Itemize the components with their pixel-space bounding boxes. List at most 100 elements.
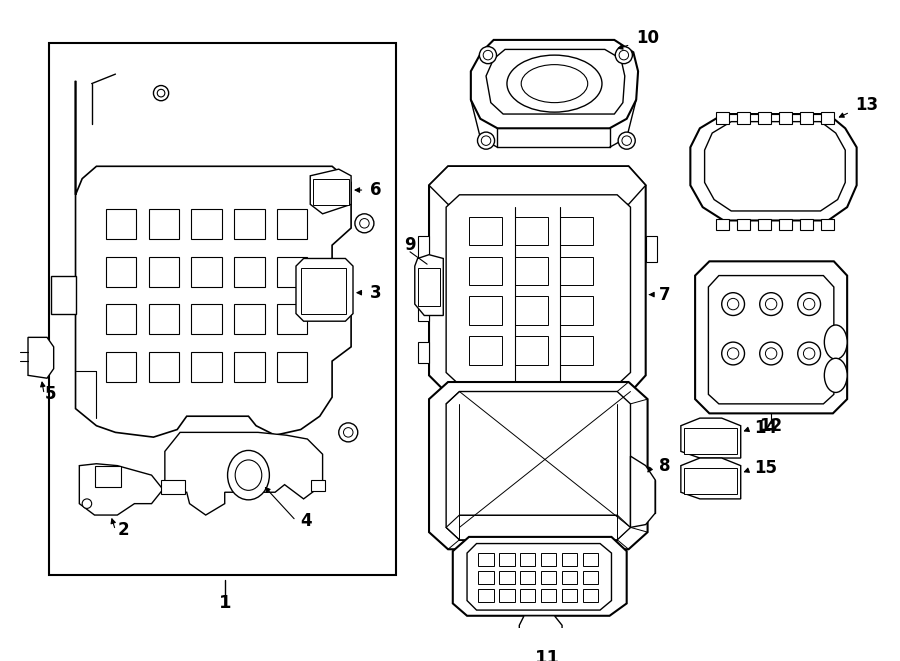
Polygon shape xyxy=(453,537,626,616)
Polygon shape xyxy=(705,122,845,211)
Bar xyxy=(234,352,265,382)
Bar xyxy=(234,256,265,287)
Text: 13: 13 xyxy=(855,96,878,114)
Bar xyxy=(737,112,751,124)
Bar xyxy=(716,112,729,124)
Bar xyxy=(192,304,222,334)
Bar xyxy=(277,352,308,382)
Bar xyxy=(645,236,657,262)
Ellipse shape xyxy=(483,50,492,60)
Bar xyxy=(469,256,502,285)
Polygon shape xyxy=(471,40,638,128)
Text: 12: 12 xyxy=(760,416,783,435)
Bar xyxy=(515,217,548,245)
Polygon shape xyxy=(446,515,631,540)
Ellipse shape xyxy=(618,132,635,149)
Bar xyxy=(583,553,599,566)
Ellipse shape xyxy=(619,50,628,60)
Bar xyxy=(459,382,481,399)
Polygon shape xyxy=(50,276,76,313)
Bar xyxy=(234,209,265,239)
Polygon shape xyxy=(429,167,645,395)
Text: 4: 4 xyxy=(301,512,312,529)
Polygon shape xyxy=(429,382,648,549)
Bar xyxy=(469,336,502,365)
Bar xyxy=(418,295,429,321)
Bar xyxy=(821,219,833,230)
Bar xyxy=(553,382,573,399)
Bar xyxy=(148,352,179,382)
Bar xyxy=(148,256,179,287)
Bar xyxy=(479,589,493,602)
Text: 7: 7 xyxy=(659,286,670,303)
Bar xyxy=(758,112,771,124)
Bar xyxy=(562,589,577,602)
Polygon shape xyxy=(680,418,741,458)
Bar xyxy=(234,304,265,334)
Text: 10: 10 xyxy=(636,29,659,47)
Ellipse shape xyxy=(797,293,821,315)
Polygon shape xyxy=(79,464,163,515)
Bar xyxy=(505,382,526,399)
Text: 2: 2 xyxy=(117,522,129,539)
Ellipse shape xyxy=(616,46,633,63)
Bar xyxy=(560,256,593,285)
Bar xyxy=(758,219,771,230)
Text: 3: 3 xyxy=(370,284,382,301)
Bar xyxy=(562,553,577,566)
Ellipse shape xyxy=(765,348,777,359)
Bar xyxy=(515,297,548,325)
Ellipse shape xyxy=(153,85,168,100)
Bar xyxy=(821,112,833,124)
Bar xyxy=(106,256,136,287)
Text: 5: 5 xyxy=(45,385,57,403)
Ellipse shape xyxy=(482,136,490,145)
Bar xyxy=(515,256,548,285)
Bar xyxy=(778,219,792,230)
Bar xyxy=(277,304,308,334)
Polygon shape xyxy=(695,261,847,413)
Polygon shape xyxy=(708,276,833,404)
Polygon shape xyxy=(429,167,645,204)
Polygon shape xyxy=(680,458,741,499)
Text: 15: 15 xyxy=(754,459,777,477)
Ellipse shape xyxy=(355,214,374,233)
Text: 9: 9 xyxy=(404,236,416,254)
Polygon shape xyxy=(415,254,444,315)
Bar xyxy=(106,352,136,382)
Ellipse shape xyxy=(507,55,602,112)
Bar xyxy=(560,336,593,365)
Ellipse shape xyxy=(824,325,847,359)
Bar xyxy=(479,571,493,584)
Ellipse shape xyxy=(228,450,269,500)
Bar xyxy=(277,256,308,287)
Ellipse shape xyxy=(158,89,165,97)
Text: 11: 11 xyxy=(536,648,561,661)
Bar xyxy=(49,43,396,575)
Bar xyxy=(418,236,429,262)
Bar xyxy=(684,467,737,494)
Bar xyxy=(515,336,548,365)
Bar xyxy=(541,589,556,602)
Ellipse shape xyxy=(824,358,847,393)
Ellipse shape xyxy=(804,298,814,310)
Bar xyxy=(192,352,222,382)
Ellipse shape xyxy=(797,342,821,365)
Text: 1: 1 xyxy=(219,594,231,613)
Bar xyxy=(541,571,556,584)
Polygon shape xyxy=(486,50,625,114)
Polygon shape xyxy=(446,391,631,540)
Polygon shape xyxy=(296,258,353,321)
Ellipse shape xyxy=(235,460,262,490)
Polygon shape xyxy=(28,337,54,378)
Text: 8: 8 xyxy=(659,457,670,475)
Bar xyxy=(148,209,179,239)
Ellipse shape xyxy=(722,293,744,315)
Ellipse shape xyxy=(521,65,588,102)
Polygon shape xyxy=(631,456,655,527)
Bar xyxy=(560,297,593,325)
Bar xyxy=(600,382,621,399)
Bar xyxy=(148,304,179,334)
Ellipse shape xyxy=(760,293,782,315)
Bar xyxy=(583,589,599,602)
